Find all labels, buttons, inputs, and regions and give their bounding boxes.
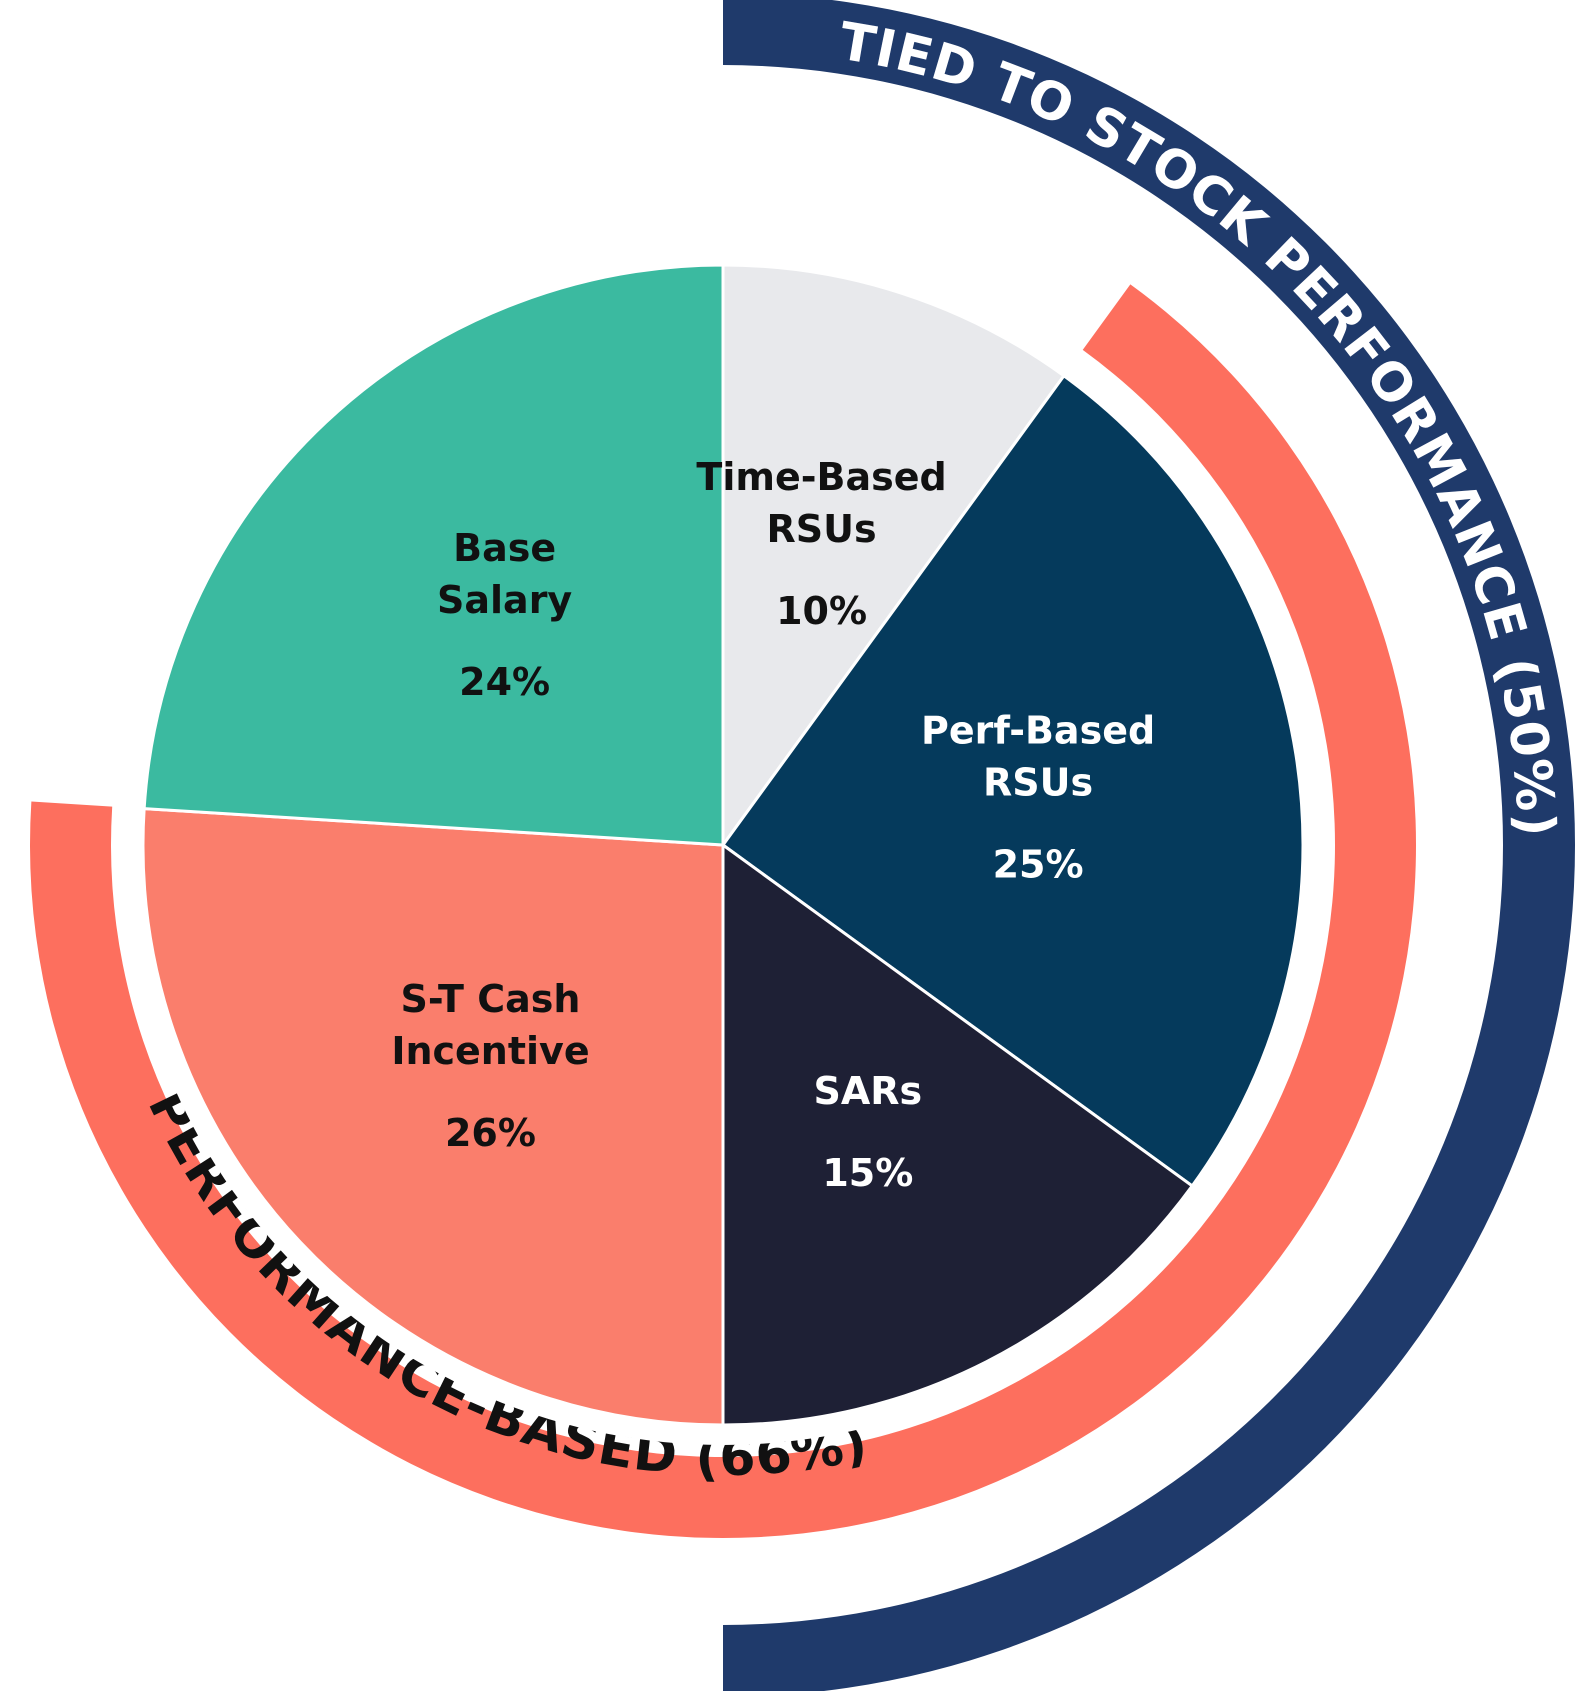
slice-value-base-salary: 24% <box>459 660 550 704</box>
slice-value-sars: 15% <box>822 1151 913 1195</box>
slice-label-time-based-rsus-line-2: RSUs <box>767 507 877 551</box>
slice-value-s-t-cash-incentive: 26% <box>445 1111 536 1155</box>
slice-label-perf-based-rsus-line-1: Perf-Based <box>921 709 1155 753</box>
slice-perf-based-rsus <box>720 373 1305 1189</box>
pie-labels: Time-Based RSUs 10% Perf-Based RSUs 25% SARs 15… <box>391 455 1155 1195</box>
slice-time-based-rsus <box>721 263 1067 850</box>
slice-label-time-based-rsus-line-1: Time-Based <box>696 455 946 499</box>
slice-label-sars-line-1: SARs <box>813 1069 922 1113</box>
slice-label-perf-based-rsus-line-2: RSUs <box>983 761 1093 805</box>
slice-base-salary <box>142 263 725 847</box>
slice-label-base-salary-line-1: Base <box>453 526 556 570</box>
slice-sars <box>721 842 1195 1427</box>
slice-label-s-t-cash-incentive-line-2: Incentive <box>391 1029 589 1073</box>
slice-value-perf-based-rsus: 25% <box>993 843 1084 887</box>
pie-slices <box>123 245 1323 1445</box>
slice-value-time-based-rsus: 10% <box>776 589 867 633</box>
slice-s-t-cash-incentive <box>141 806 725 1427</box>
slice-label-s-t-cash-incentive-line-1: S-T Cash <box>401 977 581 1021</box>
slice-label-base-salary-line-2: Salary <box>437 578 572 622</box>
